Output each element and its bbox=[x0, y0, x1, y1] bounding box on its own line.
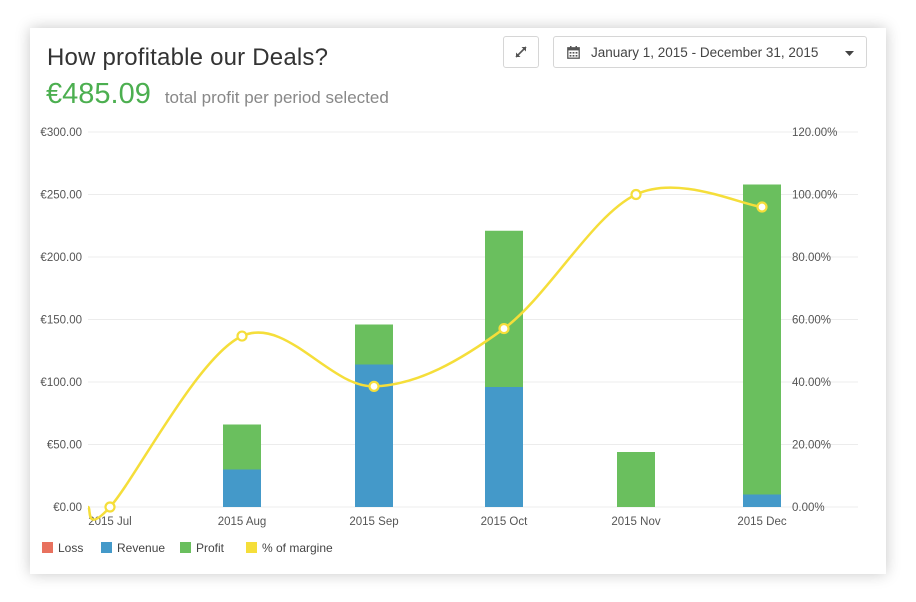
total-profit-value: €485.09 bbox=[46, 78, 151, 110]
margin-point bbox=[368, 380, 380, 392]
x-tick-label: 2015 Jul bbox=[88, 516, 131, 528]
y2-tick-label: 40.00% bbox=[792, 377, 831, 389]
profit-chart: €0.00 0.00% €50.00 20.00% €100.00 40.00% €150.… bbox=[40, 127, 858, 555]
y-tick-label: €300.00 bbox=[40, 127, 82, 139]
profit-card: How profitable our Deals? €485.09 total p… bbox=[30, 28, 886, 574]
profit-summary: €485.09 total profit per period selected bbox=[46, 78, 389, 111]
bar-profit bbox=[743, 184, 781, 495]
y-tick-label: €0.00 bbox=[53, 502, 82, 514]
legend-label: Loss bbox=[58, 541, 83, 555]
legend-swatch bbox=[101, 542, 112, 553]
caret-down-icon bbox=[845, 51, 854, 56]
bar-profit bbox=[355, 324, 393, 365]
x-tick-label: 2015 Nov bbox=[611, 516, 660, 528]
margin-point bbox=[104, 501, 116, 513]
legend-swatch bbox=[42, 542, 53, 553]
x-tick-label: 2015 Sep bbox=[349, 516, 398, 528]
x-tick-label: 2015 Dec bbox=[737, 516, 786, 528]
margin-point bbox=[498, 322, 510, 335]
margin-point bbox=[630, 188, 642, 201]
legend-label: Revenue bbox=[117, 541, 165, 555]
date-range-picker[interactable]: January 1, 2015 - December 31, 2015 bbox=[553, 36, 867, 68]
expand-button[interactable] bbox=[503, 36, 539, 68]
legend-label: Profit bbox=[196, 541, 225, 555]
calendar-icon bbox=[567, 46, 580, 59]
y-tick-label: €150.00 bbox=[40, 315, 82, 327]
date-range-label: January 1, 2015 - December 31, 2015 bbox=[591, 45, 819, 60]
legend-swatch bbox=[180, 542, 191, 553]
y-tick-label: €100.00 bbox=[40, 377, 82, 389]
y2-tick-label: 0.00% bbox=[792, 502, 825, 514]
y2-tick-label: 20.00% bbox=[792, 440, 831, 452]
y2-tick-label: 100.00% bbox=[792, 190, 837, 202]
expand-arrows-icon bbox=[515, 46, 527, 58]
y2-tick-label: 80.00% bbox=[792, 252, 831, 264]
y-tick-label: €50.00 bbox=[47, 440, 82, 452]
margin-point bbox=[236, 330, 248, 342]
bar-profit bbox=[223, 424, 261, 470]
legend-swatch bbox=[246, 542, 257, 553]
y2-tick-label: 60.00% bbox=[792, 315, 831, 327]
y-tick-label: €200.00 bbox=[40, 252, 82, 264]
bar-revenue bbox=[485, 387, 523, 507]
bar-revenue bbox=[223, 469, 261, 507]
margin-point bbox=[756, 201, 768, 213]
total-profit-description: total profit per period selected bbox=[164, 88, 389, 107]
legend-label: % of margine bbox=[262, 541, 333, 555]
card-title: How profitable our Deals? bbox=[47, 44, 329, 71]
x-tick-label: 2015 Oct bbox=[481, 516, 528, 528]
bar-profit bbox=[617, 452, 655, 507]
y2-tick-label: 120.00% bbox=[792, 127, 837, 139]
margin-line bbox=[86, 186, 763, 521]
y-tick-label: €250.00 bbox=[40, 190, 82, 202]
x-tick-label: 2015 Aug bbox=[218, 516, 267, 528]
bar-profit bbox=[485, 230, 523, 387]
bar-revenue bbox=[743, 494, 781, 507]
